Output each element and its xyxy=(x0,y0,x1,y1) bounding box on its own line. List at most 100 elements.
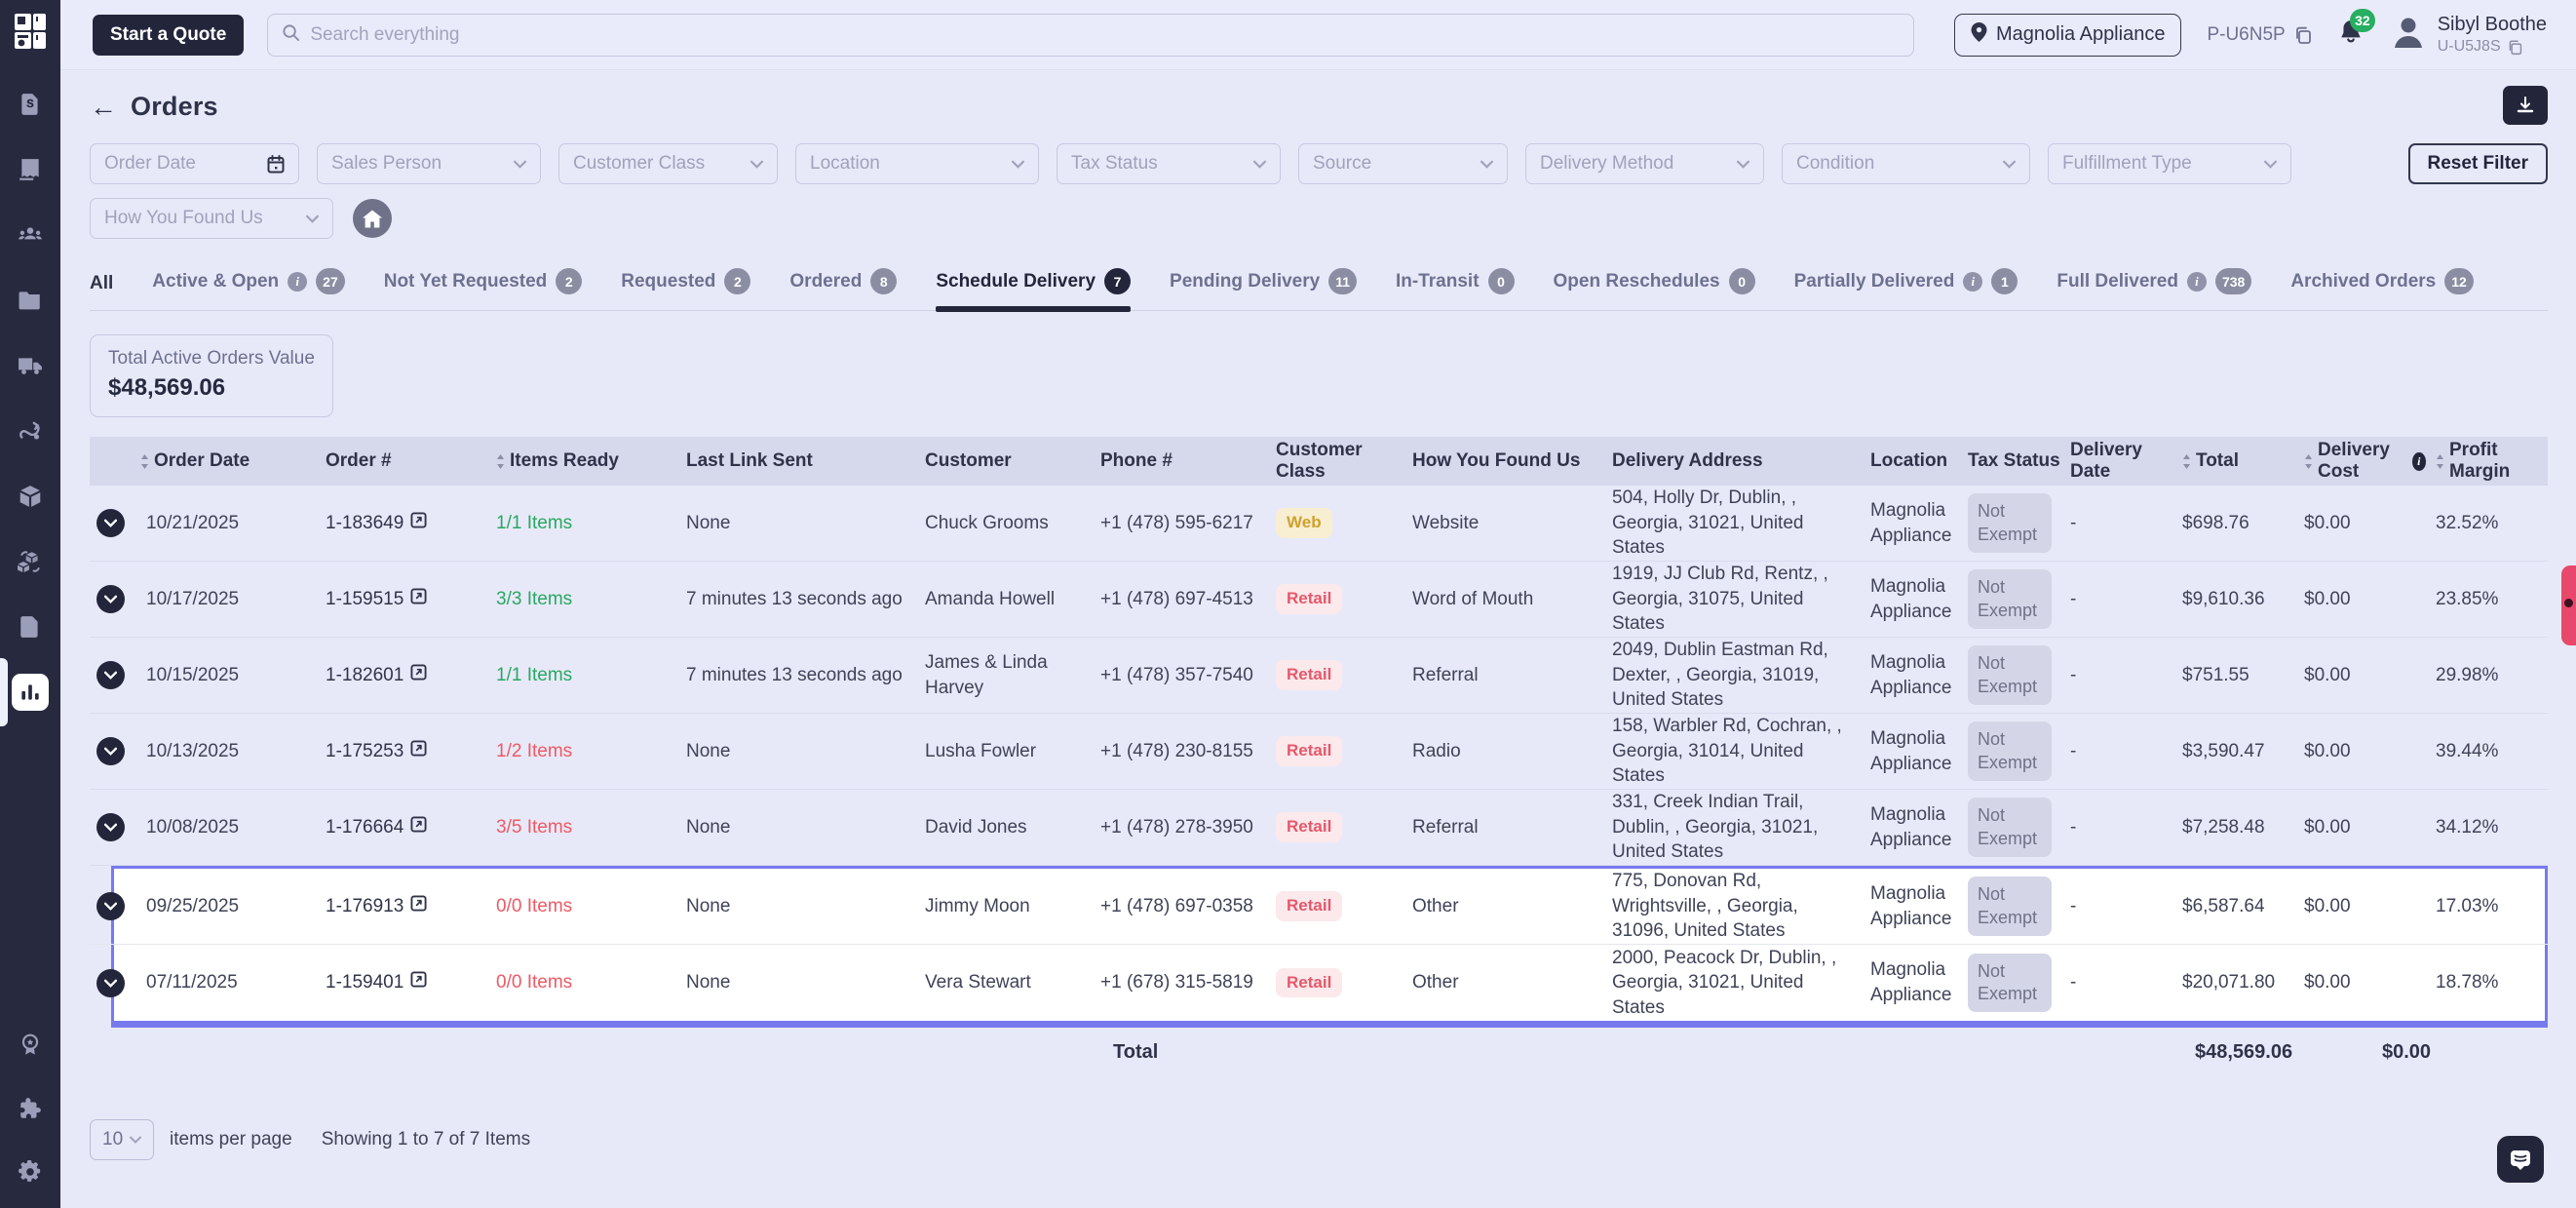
tab-full-delivered[interactable]: Full Delivered i 738 xyxy=(2057,268,2252,310)
reports-chart-icon[interactable] xyxy=(0,658,49,726)
col-total[interactable]: Total xyxy=(2182,450,2304,472)
items-ready-cell: 3/3 Items xyxy=(496,588,573,609)
external-link-icon[interactable] xyxy=(410,815,427,840)
col-last-link-sent[interactable]: Last Link Sent xyxy=(686,450,813,471)
filter-customer-class[interactable]: Customer Class xyxy=(558,143,778,184)
quote-document-icon[interactable] xyxy=(12,86,49,123)
page-size-select[interactable]: 10 xyxy=(90,1119,154,1160)
tab-all[interactable]: All xyxy=(90,273,114,293)
order-number-link[interactable]: 1-159515 xyxy=(326,588,404,609)
filter-how-you-found-us[interactable]: How You Found Us xyxy=(90,198,333,239)
col-tax-status[interactable]: Tax Status xyxy=(1968,450,2060,471)
integrations-puzzle-icon[interactable] xyxy=(12,1090,49,1127)
order-number-link[interactable]: 1-182601 xyxy=(326,664,404,685)
export-download-button[interactable] xyxy=(2503,86,2548,125)
filter-delivery-method[interactable]: Delivery Method xyxy=(1525,143,1764,184)
folder-icon[interactable] xyxy=(12,282,49,319)
row-expander-button[interactable] xyxy=(96,813,125,841)
col-profit-margin[interactable]: Profit Margin xyxy=(2436,440,2545,483)
filter-condition[interactable]: Condition xyxy=(1782,143,2030,184)
tab-ordered[interactable]: Ordered 8 xyxy=(789,268,898,310)
row-expander-button[interactable] xyxy=(96,892,125,920)
row-expander-button[interactable] xyxy=(96,968,125,997)
external-link-icon[interactable] xyxy=(410,587,427,612)
external-link-icon[interactable] xyxy=(410,894,427,919)
external-link-icon[interactable] xyxy=(410,511,427,536)
external-link-icon[interactable] xyxy=(410,739,427,764)
col-items-ready[interactable]: Items Ready xyxy=(496,450,686,472)
tab-open-reschedules[interactable]: Open Reschedules 0 xyxy=(1554,268,1755,310)
external-link-icon[interactable] xyxy=(410,970,427,995)
filter-fulfillment-type[interactable]: Fulfillment Type xyxy=(2048,143,2291,184)
external-link-icon[interactable] xyxy=(410,663,427,688)
filter-source[interactable]: Source xyxy=(1298,143,1508,184)
notifications-bell-icon[interactable]: 32 xyxy=(2338,9,2375,51)
info-icon[interactable]: i xyxy=(2186,271,2207,292)
customers-icon[interactable] xyxy=(12,216,49,253)
settings-gear-icon[interactable] xyxy=(12,1153,49,1190)
rewards-badge-icon[interactable] xyxy=(12,1027,49,1064)
filter-sales-person[interactable]: Sales Person xyxy=(317,143,541,184)
inventory-box-icon[interactable] xyxy=(12,478,49,515)
col-how-you-found-us[interactable]: How You Found Us xyxy=(1412,450,1581,471)
copy-user-id-icon[interactable] xyxy=(2507,39,2523,56)
order-number-link[interactable]: 1-175253 xyxy=(326,740,404,761)
tab-active-open[interactable]: Active & Open i 27 xyxy=(152,268,345,310)
tab-requested[interactable]: Requested 2 xyxy=(621,268,751,310)
table-row[interactable]: 10/21/2025 1-183649 1/1 Items None Chuck… xyxy=(90,486,2548,562)
col-phone[interactable]: Phone # xyxy=(1100,450,1173,471)
col-customer[interactable]: Customer xyxy=(925,450,1012,471)
tax-status-badge: Not Exempt xyxy=(1968,877,2052,936)
documents-icon[interactable] xyxy=(12,608,49,645)
order-number-link[interactable]: 1-176913 xyxy=(326,895,404,916)
filter-tax-status[interactable]: Tax Status xyxy=(1057,143,1281,184)
tab-pending-delivery[interactable]: Pending Delivery 11 xyxy=(1170,268,1358,310)
filter-location[interactable]: Location xyxy=(795,143,1039,184)
global-search[interactable] xyxy=(267,13,1915,57)
col-delivery-address[interactable]: Delivery Address xyxy=(1612,450,1763,471)
feedback-side-tab[interactable] xyxy=(2561,565,2576,645)
col-order-no[interactable]: Order # xyxy=(326,450,392,471)
delivery-truck-icon[interactable] xyxy=(12,347,49,384)
table-row[interactable]: 10/15/2025 1-182601 1/1 Items 7 minutes … xyxy=(90,638,2548,714)
orders-receipt-icon[interactable] xyxy=(12,151,49,188)
transfers-icon[interactable] xyxy=(12,543,49,580)
tab-archived-orders[interactable]: Archived Orders 12 xyxy=(2290,268,2474,310)
row-expander-button[interactable] xyxy=(96,509,125,537)
store-location-selector[interactable]: Magnolia Appliance xyxy=(1953,13,2182,57)
order-number-link[interactable]: 1-183649 xyxy=(326,512,404,533)
table-row[interactable]: 09/25/2025 1-176913 0/0 Items None Jimmy… xyxy=(90,869,2548,945)
user-menu[interactable]: Sibyl Boothe U-U5J8S xyxy=(2389,13,2547,57)
tab-partially-delivered[interactable]: Partially Delivered i 1 xyxy=(1794,268,2019,310)
routes-icon[interactable] xyxy=(12,412,49,449)
table-row[interactable]: 10/17/2025 1-159515 3/3 Items 7 minutes … xyxy=(90,562,2548,638)
tab-in-transit[interactable]: In-Transit 0 xyxy=(1396,268,1515,310)
table-row[interactable]: 10/13/2025 1-175253 1/2 Items None Lusha… xyxy=(90,714,2548,790)
table-row[interactable]: 10/08/2025 1-176664 3/5 Items None David… xyxy=(90,790,2548,866)
chat-launcher-button[interactable] xyxy=(2497,1136,2544,1183)
filter-order-date[interactable]: Order Date xyxy=(90,143,299,184)
table-row[interactable]: 07/11/2025 1-159401 0/0 Items None Vera … xyxy=(90,945,2548,1021)
delivery-cost-info-icon[interactable]: i xyxy=(2411,451,2426,471)
reset-filter-button[interactable]: Reset Filter xyxy=(2407,143,2548,184)
app-logo-icon[interactable] xyxy=(11,10,50,53)
row-expander-button[interactable] xyxy=(96,737,125,765)
order-number-link[interactable]: 1-159401 xyxy=(326,972,404,994)
row-expander-button[interactable] xyxy=(96,661,125,689)
col-order-date[interactable]: Order Date xyxy=(140,450,326,472)
home-button[interactable] xyxy=(353,199,392,238)
search-input[interactable] xyxy=(310,23,1901,46)
tab-not-yet-requested[interactable]: Not Yet Requested 2 xyxy=(384,268,583,310)
col-delivery-cost[interactable]: Delivery Cost i xyxy=(2304,440,2436,483)
copy-pos-id-icon[interactable] xyxy=(2293,25,2313,45)
col-delivery-date[interactable]: Delivery Date xyxy=(2070,440,2142,482)
tab-schedule-delivery[interactable]: Schedule Delivery 7 xyxy=(936,268,1132,312)
col-location[interactable]: Location xyxy=(1870,450,1948,471)
info-icon[interactable]: i xyxy=(1963,271,1983,292)
col-customer-class[interactable]: Customer Class xyxy=(1276,440,1363,482)
info-icon[interactable]: i xyxy=(288,271,308,292)
back-arrow-icon[interactable]: ← xyxy=(90,91,117,122)
order-number-link[interactable]: 1-176664 xyxy=(326,816,404,838)
start-quote-button[interactable]: Start a Quote xyxy=(93,14,245,56)
row-expander-button[interactable] xyxy=(96,585,125,613)
